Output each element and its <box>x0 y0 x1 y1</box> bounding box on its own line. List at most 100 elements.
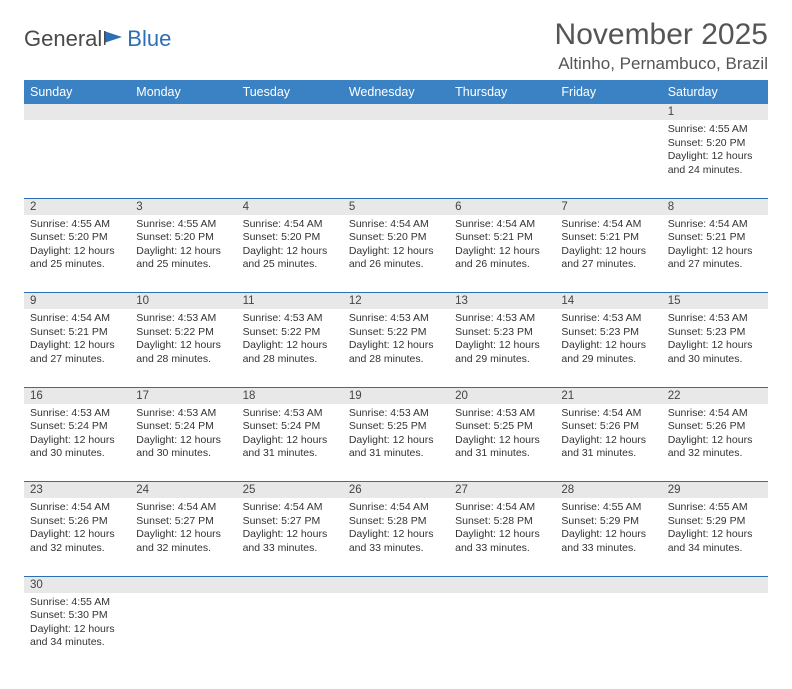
day-cell <box>130 593 236 671</box>
day-number: 25 <box>237 482 343 499</box>
day-cell: Sunrise: 4:53 AMSunset: 5:22 PMDaylight:… <box>130 309 236 387</box>
day-number: 17 <box>130 387 236 404</box>
day-cell: Sunrise: 4:53 AMSunset: 5:22 PMDaylight:… <box>237 309 343 387</box>
day-number: 20 <box>449 387 555 404</box>
day-cell: Sunrise: 4:54 AMSunset: 5:28 PMDaylight:… <box>343 498 449 576</box>
day-details: Sunrise: 4:53 AMSunset: 5:25 PMDaylight:… <box>449 404 555 466</box>
flag-icon <box>104 26 126 52</box>
location-text: Altinho, Pernambuco, Brazil <box>555 54 768 74</box>
day-details: Sunrise: 4:53 AMSunset: 5:24 PMDaylight:… <box>237 404 343 466</box>
day-number: 30 <box>24 576 130 593</box>
day-cell <box>237 120 343 198</box>
day-details: Sunrise: 4:54 AMSunset: 5:20 PMDaylight:… <box>343 215 449 277</box>
day-number <box>343 576 449 593</box>
day-content-row: Sunrise: 4:55 AMSunset: 5:20 PMDaylight:… <box>24 120 768 198</box>
day-cell <box>449 593 555 671</box>
day-number <box>130 104 236 120</box>
logo-text-blue: Blue <box>127 26 171 52</box>
header: General Blue November 2025 Altinho, Pern… <box>24 18 768 74</box>
day-header: Saturday <box>662 80 768 104</box>
day-number: 27 <box>449 482 555 499</box>
day-details: Sunrise: 4:54 AMSunset: 5:26 PMDaylight:… <box>662 404 768 466</box>
day-number <box>237 576 343 593</box>
day-header: Friday <box>555 80 661 104</box>
day-header-row: SundayMondayTuesdayWednesdayThursdayFrid… <box>24 80 768 104</box>
day-content-row: Sunrise: 4:53 AMSunset: 5:24 PMDaylight:… <box>24 404 768 482</box>
day-cell: Sunrise: 4:53 AMSunset: 5:24 PMDaylight:… <box>237 404 343 482</box>
day-cell: Sunrise: 4:54 AMSunset: 5:20 PMDaylight:… <box>237 215 343 293</box>
calendar-table: SundayMondayTuesdayWednesdayThursdayFrid… <box>24 80 768 671</box>
day-cell: Sunrise: 4:54 AMSunset: 5:26 PMDaylight:… <box>662 404 768 482</box>
day-number-row: 9101112131415 <box>24 293 768 310</box>
day-details: Sunrise: 4:53 AMSunset: 5:24 PMDaylight:… <box>24 404 130 466</box>
day-details: Sunrise: 4:54 AMSunset: 5:26 PMDaylight:… <box>24 498 130 560</box>
day-number: 7 <box>555 198 661 215</box>
day-number <box>555 576 661 593</box>
day-number: 19 <box>343 387 449 404</box>
day-number <box>24 104 130 120</box>
day-number <box>130 576 236 593</box>
day-content-row: Sunrise: 4:55 AMSunset: 5:30 PMDaylight:… <box>24 593 768 671</box>
day-cell <box>662 593 768 671</box>
day-cell: Sunrise: 4:53 AMSunset: 5:25 PMDaylight:… <box>449 404 555 482</box>
day-cell: Sunrise: 4:53 AMSunset: 5:23 PMDaylight:… <box>449 309 555 387</box>
day-cell: Sunrise: 4:53 AMSunset: 5:24 PMDaylight:… <box>130 404 236 482</box>
day-cell: Sunrise: 4:55 AMSunset: 5:29 PMDaylight:… <box>662 498 768 576</box>
day-details: Sunrise: 4:53 AMSunset: 5:22 PMDaylight:… <box>343 309 449 371</box>
day-number <box>343 104 449 120</box>
day-cell: Sunrise: 4:54 AMSunset: 5:27 PMDaylight:… <box>237 498 343 576</box>
day-number-row: 30 <box>24 576 768 593</box>
day-number: 15 <box>662 293 768 310</box>
day-cell: Sunrise: 4:55 AMSunset: 5:30 PMDaylight:… <box>24 593 130 671</box>
day-number: 8 <box>662 198 768 215</box>
day-details: Sunrise: 4:54 AMSunset: 5:28 PMDaylight:… <box>449 498 555 560</box>
day-cell: Sunrise: 4:54 AMSunset: 5:20 PMDaylight:… <box>343 215 449 293</box>
day-cell: Sunrise: 4:54 AMSunset: 5:26 PMDaylight:… <box>555 404 661 482</box>
day-number: 4 <box>237 198 343 215</box>
day-cell: Sunrise: 4:53 AMSunset: 5:24 PMDaylight:… <box>24 404 130 482</box>
day-cell <box>237 593 343 671</box>
day-cell: Sunrise: 4:54 AMSunset: 5:26 PMDaylight:… <box>24 498 130 576</box>
day-number: 5 <box>343 198 449 215</box>
day-details: Sunrise: 4:53 AMSunset: 5:23 PMDaylight:… <box>662 309 768 371</box>
day-cell: Sunrise: 4:54 AMSunset: 5:21 PMDaylight:… <box>662 215 768 293</box>
day-cell <box>555 120 661 198</box>
day-cell: Sunrise: 4:55 AMSunset: 5:29 PMDaylight:… <box>555 498 661 576</box>
day-cell: Sunrise: 4:54 AMSunset: 5:21 PMDaylight:… <box>555 215 661 293</box>
day-details: Sunrise: 4:54 AMSunset: 5:21 PMDaylight:… <box>555 215 661 277</box>
day-details: Sunrise: 4:54 AMSunset: 5:27 PMDaylight:… <box>130 498 236 560</box>
day-cell: Sunrise: 4:53 AMSunset: 5:23 PMDaylight:… <box>555 309 661 387</box>
day-cell <box>130 120 236 198</box>
day-cell: Sunrise: 4:54 AMSunset: 5:28 PMDaylight:… <box>449 498 555 576</box>
day-number: 14 <box>555 293 661 310</box>
day-number <box>237 104 343 120</box>
day-number: 3 <box>130 198 236 215</box>
day-number: 28 <box>555 482 661 499</box>
day-number <box>662 576 768 593</box>
day-details: Sunrise: 4:55 AMSunset: 5:29 PMDaylight:… <box>662 498 768 560</box>
day-number: 26 <box>343 482 449 499</box>
day-header: Tuesday <box>237 80 343 104</box>
logo-text-general: General <box>24 26 102 52</box>
day-number: 2 <box>24 198 130 215</box>
day-cell: Sunrise: 4:53 AMSunset: 5:22 PMDaylight:… <box>343 309 449 387</box>
day-cell <box>555 593 661 671</box>
day-cell <box>449 120 555 198</box>
day-cell: Sunrise: 4:53 AMSunset: 5:25 PMDaylight:… <box>343 404 449 482</box>
day-details: Sunrise: 4:54 AMSunset: 5:20 PMDaylight:… <box>237 215 343 277</box>
day-number <box>555 104 661 120</box>
day-details: Sunrise: 4:53 AMSunset: 5:23 PMDaylight:… <box>555 309 661 371</box>
day-cell: Sunrise: 4:54 AMSunset: 5:21 PMDaylight:… <box>24 309 130 387</box>
day-number: 23 <box>24 482 130 499</box>
day-cell <box>343 120 449 198</box>
day-number: 16 <box>24 387 130 404</box>
calendar-body: 1Sunrise: 4:55 AMSunset: 5:20 PMDaylight… <box>24 104 768 671</box>
day-number: 18 <box>237 387 343 404</box>
day-details: Sunrise: 4:53 AMSunset: 5:22 PMDaylight:… <box>130 309 236 371</box>
logo: General Blue <box>24 18 171 52</box>
day-number: 24 <box>130 482 236 499</box>
day-cell <box>24 120 130 198</box>
day-cell: Sunrise: 4:53 AMSunset: 5:23 PMDaylight:… <box>662 309 768 387</box>
day-details: Sunrise: 4:53 AMSunset: 5:25 PMDaylight:… <box>343 404 449 466</box>
calendar-page: General Blue November 2025 Altinho, Pern… <box>0 0 792 689</box>
